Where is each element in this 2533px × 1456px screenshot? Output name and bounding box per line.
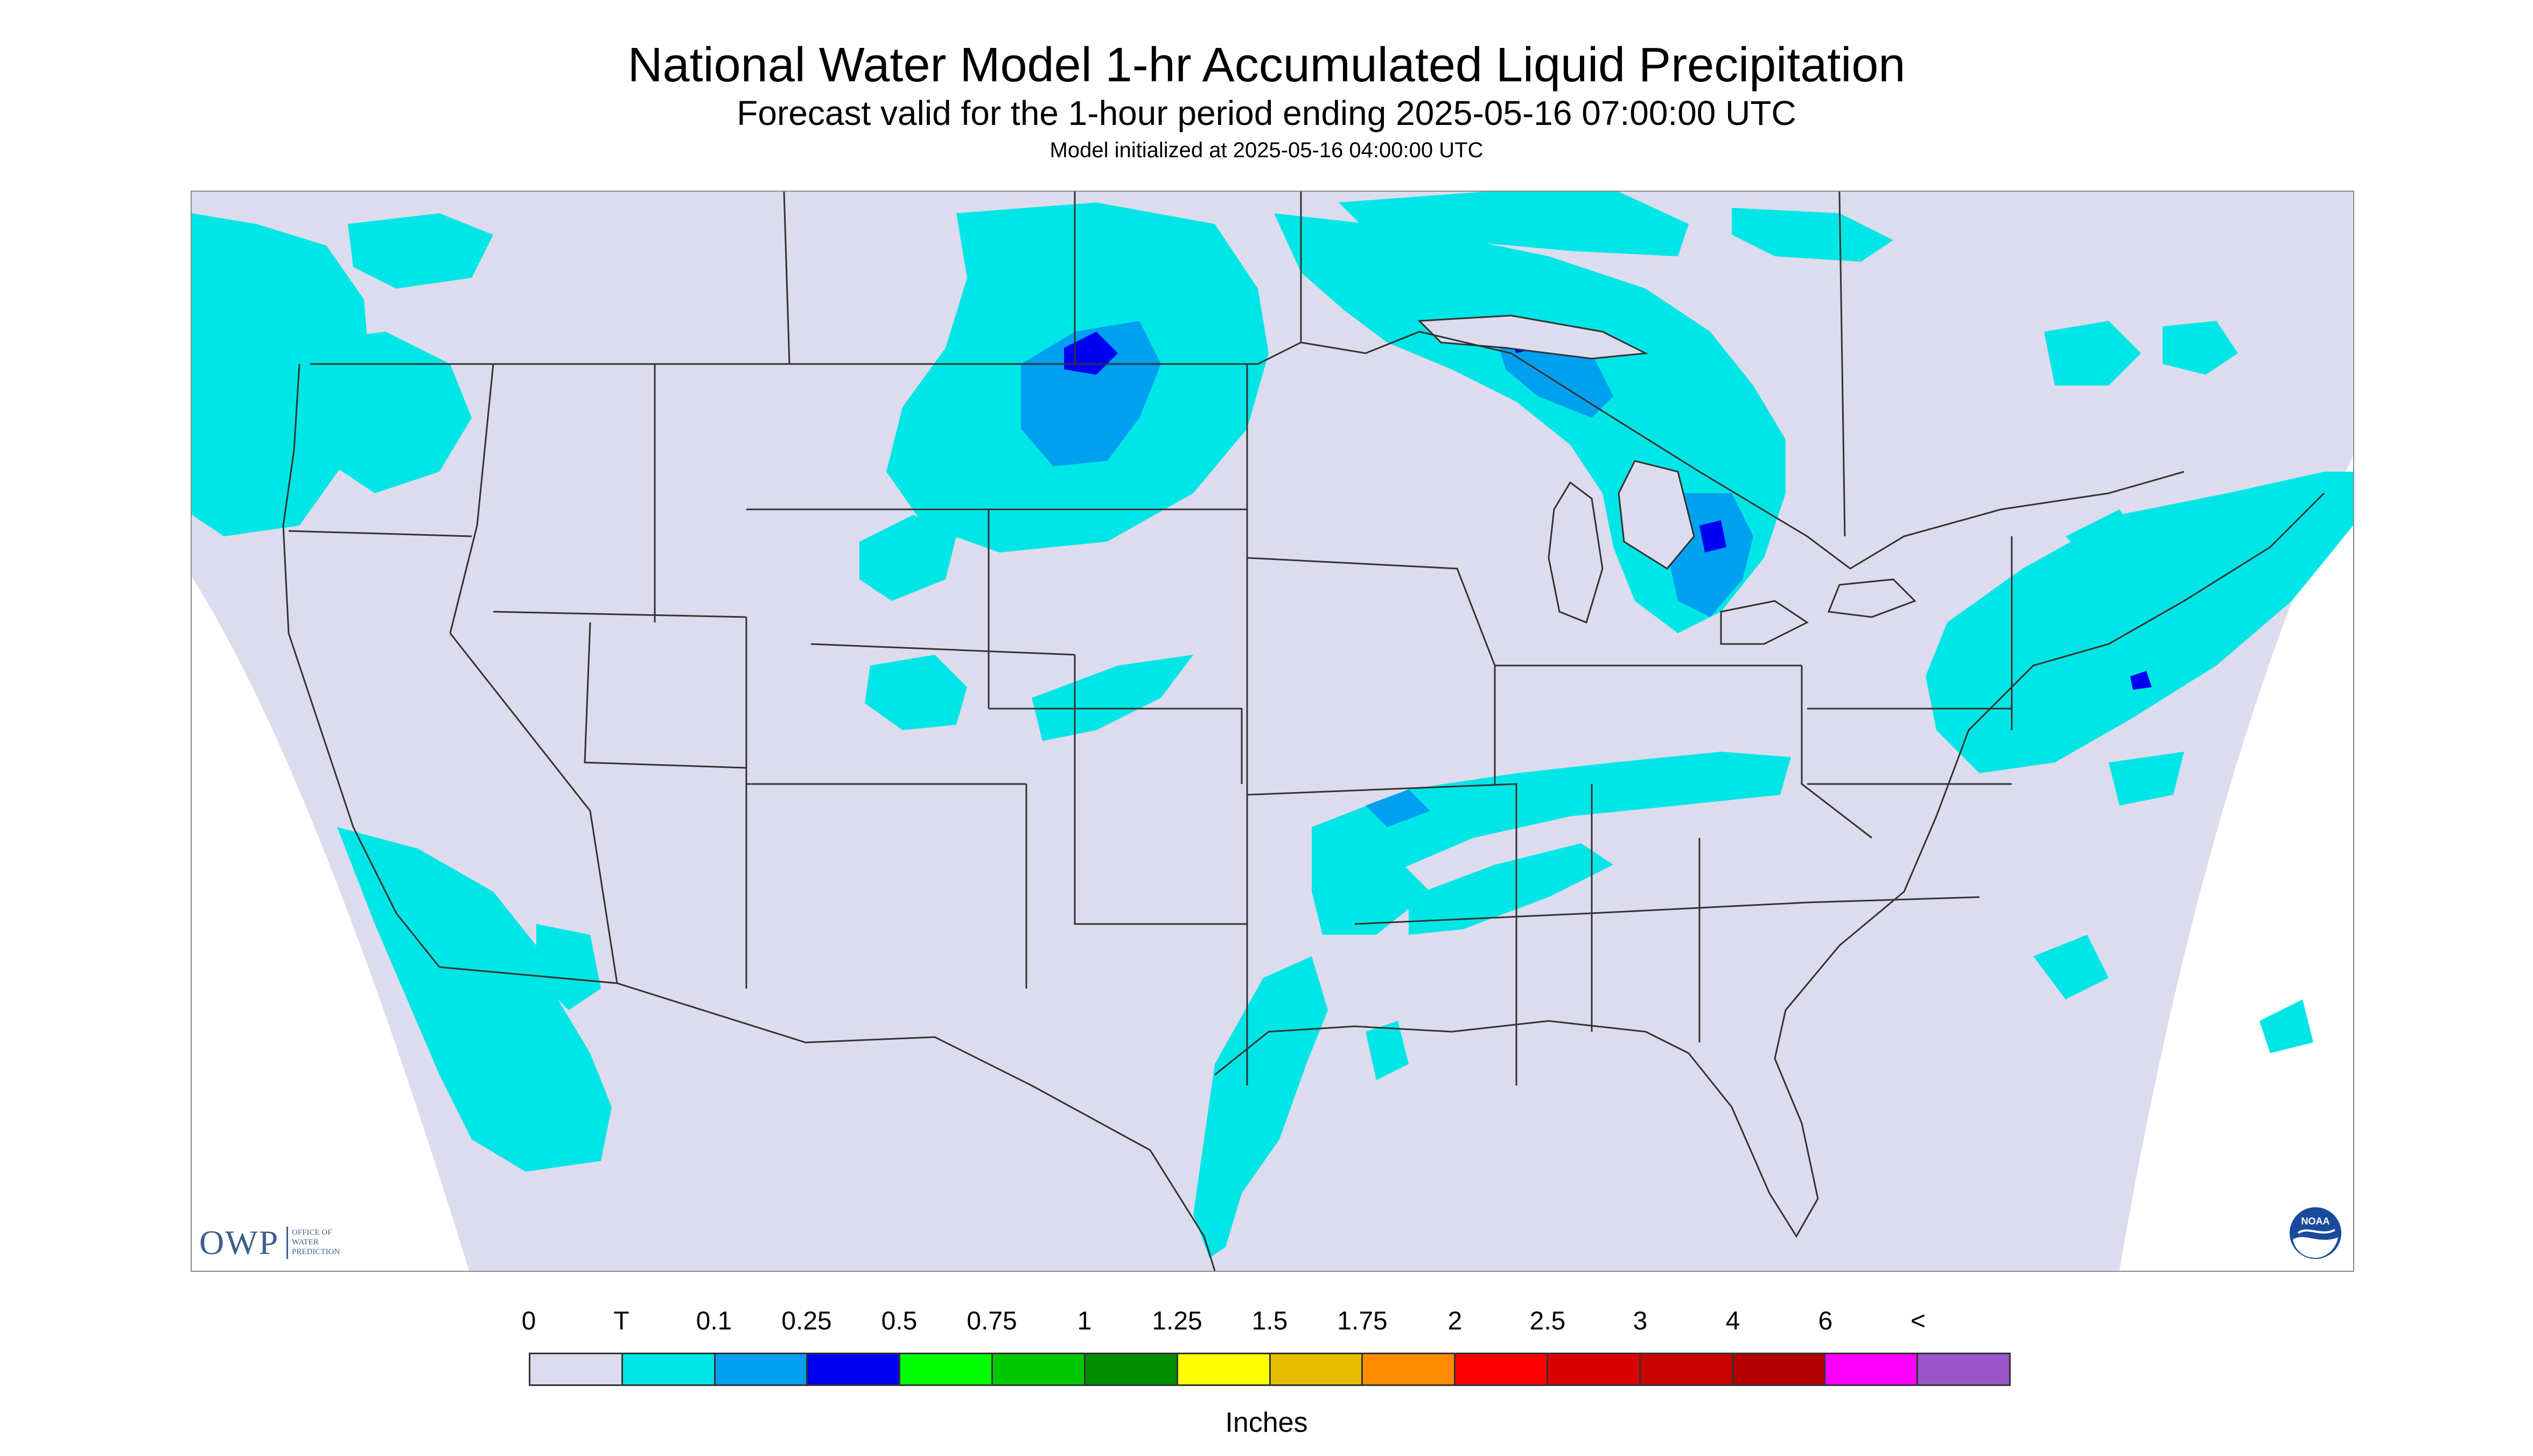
legend-color-swatch xyxy=(622,1354,716,1384)
legend-color-swatch xyxy=(1363,1354,1456,1384)
legend-tick-label: 4 xyxy=(1725,1307,1740,1335)
legend-color-swatch xyxy=(1085,1354,1178,1384)
precip-trace-areas xyxy=(192,192,2353,1258)
map-title: National Water Model 1-hr Accumulated Li… xyxy=(627,38,1906,92)
legend-tick-label: 0.25 xyxy=(781,1307,832,1335)
legend-color-swatch xyxy=(1270,1354,1363,1384)
legend-tick-label: 1.75 xyxy=(1337,1307,1388,1335)
noaa-logo-text: NOAA xyxy=(2301,1216,2330,1227)
legend-color-swatch xyxy=(1178,1354,1271,1384)
legend-tick-label: 2.5 xyxy=(1529,1307,1566,1335)
boundaries xyxy=(282,192,2325,1271)
legend-color-swatch xyxy=(715,1354,808,1384)
legend-tick-label: 0.5 xyxy=(881,1307,918,1335)
legend-color-swatch xyxy=(993,1354,1086,1384)
legend-color-swatch xyxy=(1548,1354,1641,1384)
legend-color-swatch xyxy=(1825,1354,1919,1384)
owp-logo-letters: OWP xyxy=(199,1223,279,1262)
legend-colorbar xyxy=(529,1353,2011,1386)
owp-logo-line: OFFICE OF xyxy=(292,1228,332,1237)
legend-tick-label: 1.25 xyxy=(1152,1307,1202,1335)
owp-logo-divider xyxy=(286,1227,288,1259)
legend-labels: 0 T 0.1 0.25 0.5 0.75 1 1.25 1.5 1.75 2 2.5 3 4 6 < xyxy=(0,1305,2533,1338)
owp-logo-line: WATER xyxy=(292,1238,319,1247)
model-domain xyxy=(192,192,2353,1271)
map-canvas xyxy=(192,192,2353,1271)
owp-logo: OWP OFFICE OF WATER PREDICTION xyxy=(199,1220,372,1265)
legend-color-swatch xyxy=(900,1354,993,1384)
legend-color-swatch xyxy=(1733,1354,1826,1384)
legend-color-swatch xyxy=(530,1354,623,1384)
legend-tick-label: 0.1 xyxy=(696,1307,732,1335)
legend-color-swatch xyxy=(1456,1354,1548,1384)
owp-logo-line: PREDICTION xyxy=(292,1248,340,1256)
legend-tick-label: 3 xyxy=(1633,1307,1648,1335)
legend-color-swatch xyxy=(1918,1354,2009,1384)
map-subtitle: Forecast valid for the 1-hour period end… xyxy=(737,94,1796,132)
legend-color-swatch xyxy=(808,1354,901,1384)
legend-tick-label: < xyxy=(1910,1307,1926,1335)
legend-tick-label: 2 xyxy=(1447,1307,1463,1335)
legend-tick-label: 0 xyxy=(521,1307,536,1335)
precipitation-map xyxy=(191,191,2354,1272)
legend-tick-label: 1 xyxy=(1077,1307,1092,1335)
legend-units: Inches xyxy=(1225,1407,1308,1438)
great-lakes xyxy=(1417,314,1916,645)
legend-tick-label: T xyxy=(613,1307,629,1335)
legend-color-swatch xyxy=(1640,1354,1733,1384)
legend-tick-label: 0.75 xyxy=(967,1307,1017,1335)
owp-logo-text: OFFICE OF WATER PREDICTION xyxy=(292,1228,373,1257)
legend-tick-label: 1.5 xyxy=(1251,1307,1288,1335)
noaa-logo: NOAA xyxy=(2290,1207,2341,1259)
legend-tick-label: 6 xyxy=(1818,1307,1833,1335)
model-init-line: Model initialized at 2025-05-16 04:00:00… xyxy=(1049,138,1484,162)
